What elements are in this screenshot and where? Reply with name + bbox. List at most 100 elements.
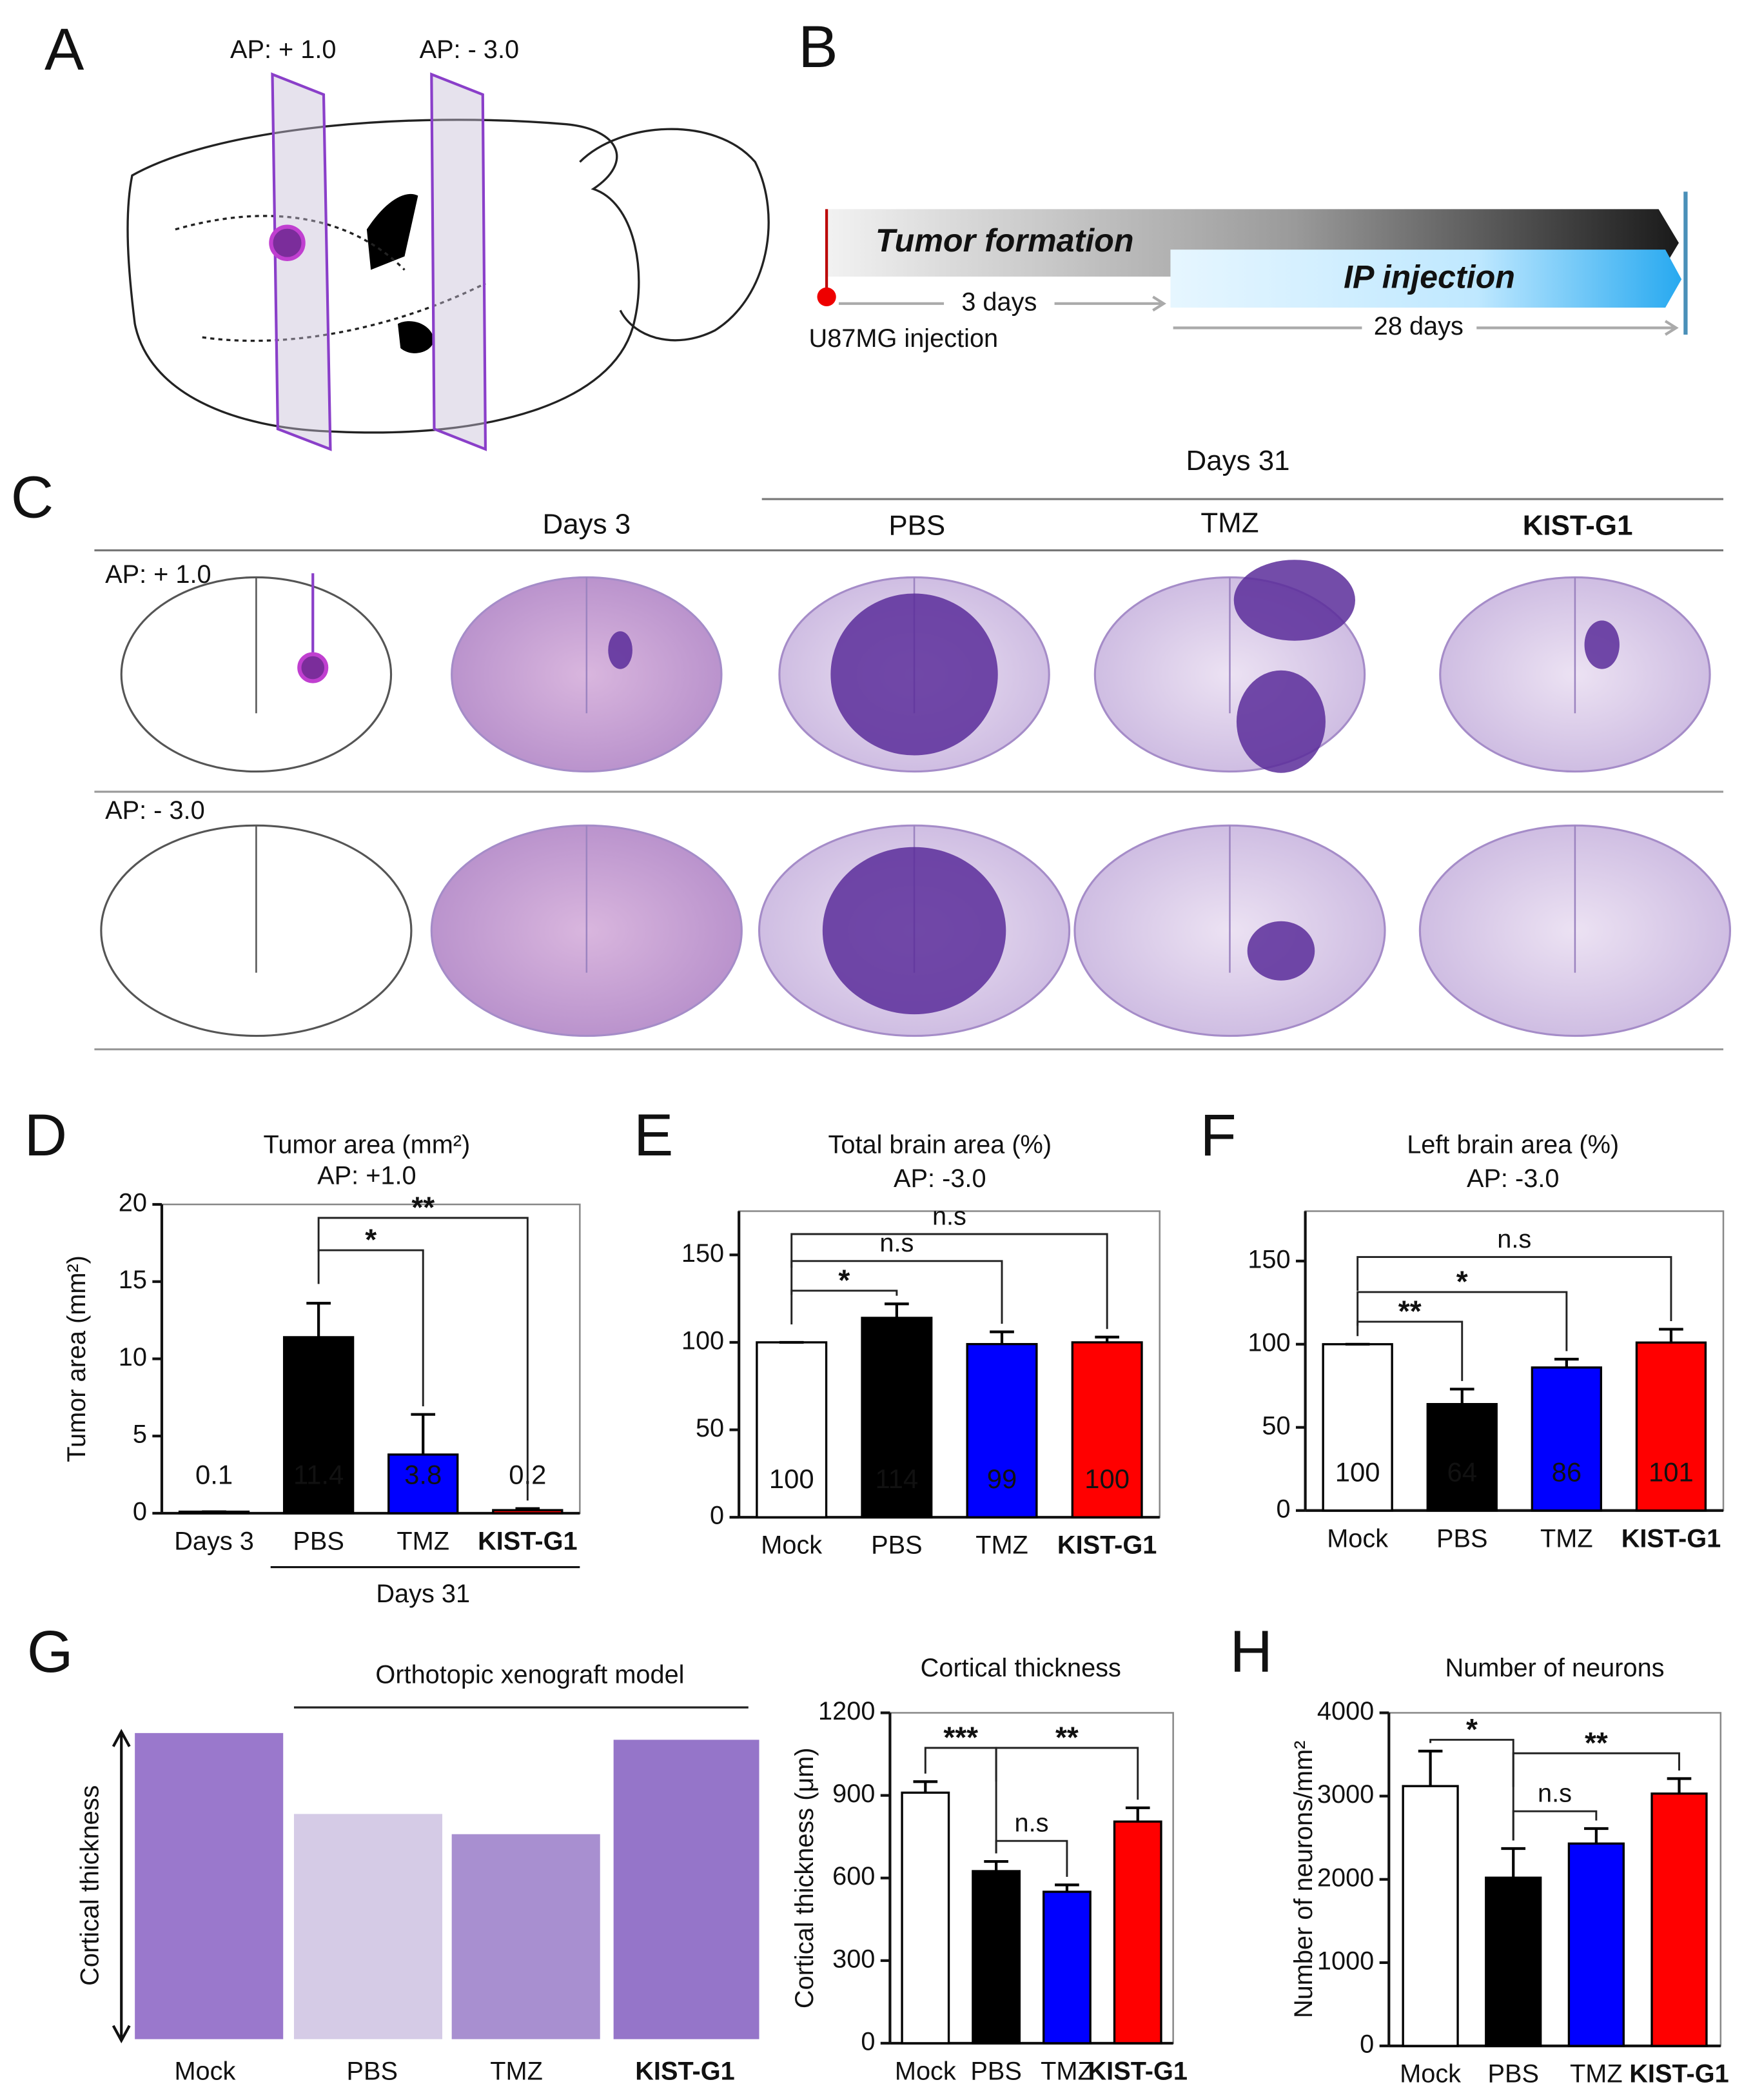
panel-label: A <box>44 16 84 83</box>
y-tick-label: 1000 <box>1317 1947 1374 1975</box>
error-bar <box>1449 1388 1474 1404</box>
x-tick-label: KIST-G1 <box>1629 2060 1729 2088</box>
error-bar <box>1584 1827 1609 1844</box>
column-header: KIST-G1 <box>1523 510 1633 542</box>
significance-bracket <box>1512 1752 1680 1787</box>
tumor <box>830 593 998 756</box>
significance-label: ** <box>411 1191 435 1224</box>
data-label: 100 <box>1084 1464 1130 1494</box>
significance-bracket <box>790 1233 1108 1330</box>
x-tick-label: KIST-G1 <box>1088 2057 1188 2085</box>
tumor <box>608 631 632 669</box>
image-label: PBS <box>347 2057 398 2085</box>
error-bar <box>984 1860 1008 1872</box>
bar <box>756 1341 828 1518</box>
significance-label: * <box>1456 1265 1468 1299</box>
significance-bracket <box>317 1249 424 1407</box>
tumor <box>1233 560 1355 641</box>
bar <box>1531 1366 1603 1512</box>
error-bar <box>306 1302 331 1337</box>
tumor <box>1247 921 1315 981</box>
timeline <box>817 191 1688 336</box>
panel-label: D <box>24 1102 67 1168</box>
x-tick-label: TMZ <box>397 1527 449 1555</box>
significance-label: ** <box>1398 1295 1422 1328</box>
significance-label: *** <box>943 1720 978 1754</box>
image-label: TMZ <box>490 2057 543 2085</box>
y-tick-label: 15 <box>119 1266 147 1294</box>
chart-title: Number of neurons <box>1445 1654 1665 1682</box>
tumor <box>822 847 1006 1015</box>
data-label: 86 <box>1552 1457 1582 1487</box>
significance-bracket <box>1356 1320 1464 1381</box>
y-tick-label: 4000 <box>1317 1697 1374 1725</box>
y-tick-label: 150 <box>1248 1245 1290 1273</box>
x-tick-label: TMZ <box>1570 2060 1623 2088</box>
error-bar <box>1418 1749 1443 1787</box>
error-bar <box>515 1507 540 1511</box>
duration-label: 3 days <box>961 288 1037 316</box>
y-tick-label: 2000 <box>1317 1863 1374 1892</box>
x-tick-label: Mock <box>1327 1524 1388 1553</box>
group-label: Days 31 <box>376 1580 470 1608</box>
y-tick-label: 1200 <box>818 1697 875 1725</box>
cortex-image <box>135 1732 284 2039</box>
x-tick-label: PBS <box>1487 2060 1538 2088</box>
significance-bracket <box>1356 1291 1568 1351</box>
x-tick-label: TMZ <box>975 1531 1028 1560</box>
y-tick-label: 3000 <box>1317 1780 1374 1809</box>
bar <box>1650 1792 1708 2047</box>
significance-label: n.s <box>1538 1780 1572 1808</box>
y-axis-label: Number of neurons/mm² <box>1289 1741 1318 2018</box>
panel-label: B <box>798 14 837 80</box>
x-tick-label: Days 3 <box>174 1527 254 1555</box>
panel-label: G <box>27 1618 73 1685</box>
panel-label: H <box>1229 1618 1272 1685</box>
error-bar <box>411 1413 436 1455</box>
significance-label: ** <box>1055 1720 1079 1754</box>
significance-label: * <box>838 1263 850 1297</box>
y-tick-label: 100 <box>1248 1328 1290 1357</box>
thickness-arrow <box>112 1729 131 2044</box>
significance-label: n.s <box>1015 1809 1049 1838</box>
bar <box>861 1317 933 1518</box>
significance-bracket <box>995 1747 1139 1800</box>
y-tick-label: 10 <box>119 1343 147 1371</box>
significance-label: n.s <box>932 1202 966 1230</box>
bar <box>282 1336 355 1515</box>
chart-title: Tumor area (mm²) <box>264 1131 471 1159</box>
y-tick-label: 50 <box>1262 1411 1290 1440</box>
plane-label: AP: + 1.0 <box>230 35 337 64</box>
error-bar <box>990 1330 1014 1344</box>
significance-bracket <box>790 1290 898 1325</box>
x-tick-label: PBS <box>970 2057 1021 2085</box>
bar <box>1485 1876 1542 2047</box>
y-tick-label: 0 <box>710 1502 724 1530</box>
data-label: 99 <box>987 1464 1017 1494</box>
cortex-image <box>451 1834 600 2039</box>
axis-label: Cortical thickness <box>76 1785 104 1986</box>
data-label: 3.8 <box>404 1460 442 1490</box>
cortex-image <box>293 1814 443 2039</box>
panel-label: F <box>1200 1102 1236 1168</box>
injection-site <box>297 652 329 683</box>
bar <box>1635 1341 1707 1512</box>
y-tick-label: 5 <box>133 1420 147 1449</box>
y-tick-label: 0 <box>133 1497 147 1526</box>
significance-bracket <box>924 1747 997 1854</box>
bar <box>1113 1820 1162 2045</box>
panel-label: E <box>634 1102 673 1168</box>
y-axis-label: Tumor area (mm²) <box>63 1255 91 1462</box>
y-tick-label: 100 <box>681 1326 724 1355</box>
column-header: TMZ <box>1200 507 1258 538</box>
significance-bracket <box>1429 1738 1514 1841</box>
significance-label: ** <box>1585 1726 1608 1760</box>
column-header: PBS <box>888 510 945 542</box>
x-tick-label: Mock <box>761 1531 822 1560</box>
error-bar <box>1554 1357 1579 1368</box>
error-bar <box>1667 1777 1692 1794</box>
error-bar <box>913 1780 938 1793</box>
y-tick-label: 150 <box>681 1239 724 1268</box>
